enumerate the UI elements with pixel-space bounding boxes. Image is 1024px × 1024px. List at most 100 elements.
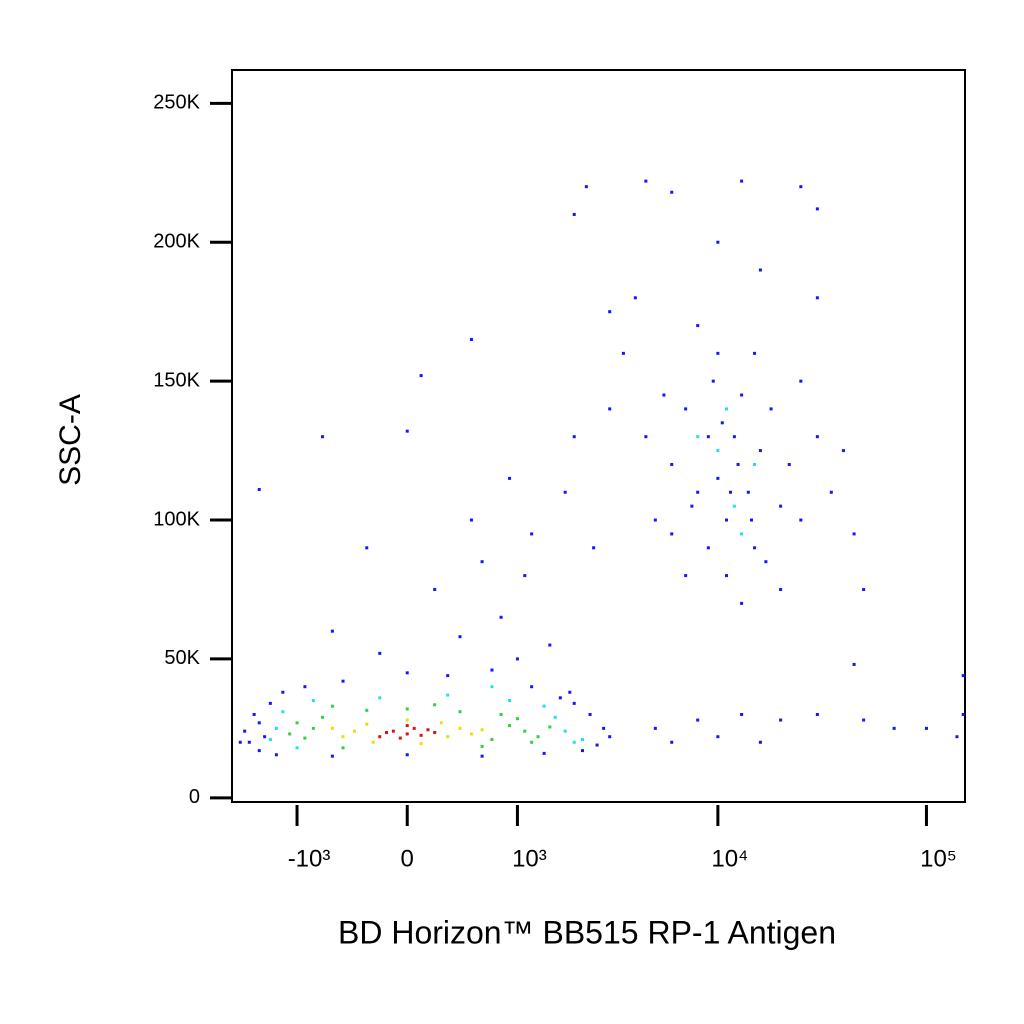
point xyxy=(602,726,606,730)
point xyxy=(580,749,584,753)
point xyxy=(530,685,534,689)
point xyxy=(385,731,389,735)
point xyxy=(696,435,700,439)
point xyxy=(740,712,744,716)
y-tick-label: 100K xyxy=(153,508,200,530)
point xyxy=(862,718,866,722)
point xyxy=(412,726,416,730)
point xyxy=(378,651,382,655)
point xyxy=(670,740,674,744)
point xyxy=(706,435,710,439)
point xyxy=(469,337,473,341)
point xyxy=(740,179,744,183)
point xyxy=(684,574,688,578)
point xyxy=(480,728,484,732)
point xyxy=(572,701,576,705)
point xyxy=(365,722,369,726)
point xyxy=(365,708,369,712)
point xyxy=(508,699,512,703)
point xyxy=(653,726,657,730)
point xyxy=(288,732,292,736)
point xyxy=(852,662,856,666)
point xyxy=(746,490,750,494)
point xyxy=(490,668,494,672)
point xyxy=(243,729,247,733)
point xyxy=(862,587,866,591)
y-tick-label: 50K xyxy=(164,647,200,669)
point xyxy=(490,685,494,689)
x-axis-label: BD Horizon™ BB515 RP-1 Antigen xyxy=(338,914,836,950)
point xyxy=(608,407,612,411)
point xyxy=(499,615,503,619)
point xyxy=(608,735,612,739)
point xyxy=(257,749,261,753)
point xyxy=(311,726,315,730)
point xyxy=(558,696,562,700)
point xyxy=(341,746,345,750)
point xyxy=(716,240,720,244)
point xyxy=(815,435,819,439)
point xyxy=(446,693,450,697)
point xyxy=(595,743,599,747)
point xyxy=(263,735,267,739)
point xyxy=(499,712,503,716)
point xyxy=(238,740,242,744)
point xyxy=(371,740,375,744)
point xyxy=(321,435,325,439)
point xyxy=(961,674,965,678)
point xyxy=(433,587,437,591)
point xyxy=(469,732,473,736)
point xyxy=(446,674,450,678)
point xyxy=(405,707,409,711)
point xyxy=(633,296,637,300)
point xyxy=(716,735,720,739)
point xyxy=(469,518,473,522)
point xyxy=(690,504,694,508)
point xyxy=(530,740,534,744)
point xyxy=(670,532,674,536)
x-tick-label: 10⁴ xyxy=(711,845,748,872)
point xyxy=(961,712,965,716)
point xyxy=(553,715,557,719)
point xyxy=(779,504,783,508)
point xyxy=(563,729,567,733)
point xyxy=(405,718,409,722)
point xyxy=(378,696,382,700)
point xyxy=(330,754,334,758)
point xyxy=(405,724,409,728)
point xyxy=(608,310,612,314)
point xyxy=(799,518,803,522)
point xyxy=(523,574,527,578)
point xyxy=(716,476,720,480)
point xyxy=(711,379,715,383)
point xyxy=(716,351,720,355)
point xyxy=(732,504,736,508)
point xyxy=(779,718,783,722)
point xyxy=(779,587,783,591)
point xyxy=(815,207,819,211)
point xyxy=(736,462,740,466)
point xyxy=(391,729,395,733)
point xyxy=(542,704,546,708)
point xyxy=(720,421,724,425)
point xyxy=(458,726,462,730)
point xyxy=(892,726,896,730)
point xyxy=(405,753,409,757)
point xyxy=(724,407,728,411)
point xyxy=(365,546,369,550)
point xyxy=(321,715,325,719)
point xyxy=(405,732,409,736)
point xyxy=(548,725,552,729)
point xyxy=(732,435,736,439)
y-tick-label: 250K xyxy=(153,92,200,114)
point xyxy=(311,699,315,703)
point xyxy=(799,185,803,189)
point xyxy=(480,744,484,748)
point xyxy=(433,703,437,707)
point xyxy=(257,721,261,725)
point xyxy=(341,735,345,739)
point xyxy=(303,685,307,689)
point xyxy=(662,393,666,397)
x-tick-label: 0 xyxy=(401,845,414,872)
